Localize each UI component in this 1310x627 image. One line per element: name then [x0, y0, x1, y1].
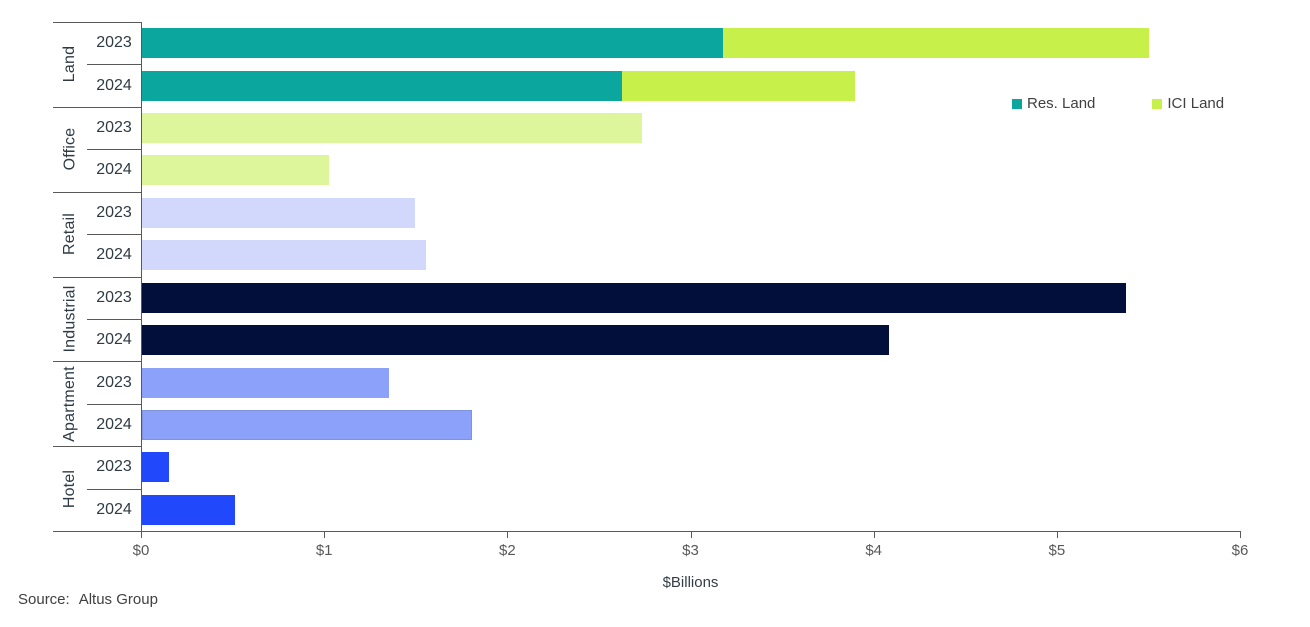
year-label: 2024: [96, 76, 132, 94]
x-tick: [873, 531, 875, 538]
group-divider: [53, 276, 141, 278]
category-label: Industrial: [53, 277, 87, 362]
category-label: Apartment: [53, 361, 87, 446]
x-tick-label: $0: [132, 542, 150, 559]
year-divider: [87, 149, 141, 151]
x-tick: [141, 531, 142, 538]
group-divider: [53, 106, 141, 108]
year-label: 2024: [96, 331, 132, 349]
year-divider: [87, 403, 141, 405]
category-label: Retail: [53, 192, 87, 277]
bar-segment-office-2024: [142, 155, 329, 186]
bar-segment-apartment-2023: [142, 367, 390, 398]
year-divider: [87, 318, 141, 320]
year-label: 2023: [96, 288, 132, 306]
category-label-text: Land: [61, 46, 78, 83]
category-label: Land: [53, 22, 87, 107]
x-tick-label: $1: [315, 542, 333, 559]
x-axis-title: $Billions: [662, 574, 719, 591]
legend-swatch: [1012, 98, 1022, 109]
source-name: Altus Group: [78, 591, 158, 608]
bar-segment-retail-2023: [142, 197, 415, 228]
year-label: 2023: [96, 373, 132, 391]
year-label: 2023: [96, 119, 132, 137]
year-label: 2024: [96, 415, 132, 433]
axis-top-border: [53, 22, 141, 23]
year-label: 2024: [96, 246, 132, 264]
group-divider: [53, 361, 141, 363]
year-label: 2023: [96, 34, 132, 52]
year-label: 2023: [96, 458, 132, 476]
y-axis-line: [141, 22, 142, 531]
legend-swatch: [1152, 98, 1163, 109]
source-label: Source:: [18, 591, 70, 608]
x-tick: [1240, 531, 1241, 538]
bar-segment-industrial-2024: [142, 325, 890, 356]
category-label: Hotel: [53, 446, 87, 531]
x-tick-label: $3: [682, 542, 699, 559]
category-label: Office: [53, 107, 87, 192]
bar-segment-land-2023-ici-land: [722, 28, 1150, 59]
legend-label: ICI Land: [1167, 95, 1225, 112]
category-label-text: Industrial: [61, 285, 79, 353]
group-divider: [53, 446, 141, 448]
category-label-text: Apartment: [61, 365, 78, 442]
chart-legend: Res. Land ICI Land: [1012, 95, 1224, 112]
x-tick: [1056, 531, 1058, 538]
bar-segment-hotel-2024: [142, 494, 236, 525]
source-note: Source: Altus Group: [18, 591, 158, 608]
x-tick: [507, 531, 509, 538]
x-tick-label: $5: [1048, 542, 1066, 559]
legend-label: Res. Land: [1027, 95, 1096, 112]
year-divider: [87, 488, 141, 490]
bar-segment-land-2024-res-land: [142, 70, 622, 101]
group-divider: [53, 191, 141, 193]
bar-segment-land-2023-res-land: [142, 28, 723, 59]
x-tick-label: $6: [1231, 542, 1249, 559]
year-label: 2024: [96, 161, 132, 179]
category-label-text: Retail: [61, 213, 79, 256]
bar-segment-retail-2024: [142, 240, 426, 271]
bar-segment-industrial-2023: [142, 282, 1126, 313]
x-tick-label: $2: [498, 542, 516, 559]
category-label-text: Hotel: [61, 469, 79, 508]
x-axis-line: [53, 531, 1240, 532]
year-label: 2024: [96, 500, 132, 518]
bar-segment-office-2023: [142, 113, 643, 144]
year-divider: [87, 64, 141, 66]
plot-area: Land 2023 2024 Office 2023 2024 Retail 2023 2024…: [0, 22, 1248, 559]
x-tick: [324, 531, 326, 538]
legend-item: ICI Land: [1152, 95, 1224, 112]
x-tick: [690, 531, 692, 538]
legend-item: Res. Land: [1012, 95, 1095, 112]
bar-segment-apartment-2024: [142, 409, 472, 440]
bar-segment-hotel-2023: [142, 452, 170, 483]
year-label: 2023: [96, 203, 132, 221]
category-label-text: Office: [61, 127, 79, 171]
bar-segment-land-2024-ici-land: [621, 70, 855, 101]
year-divider: [87, 234, 141, 236]
x-tick-label: $4: [865, 542, 882, 559]
